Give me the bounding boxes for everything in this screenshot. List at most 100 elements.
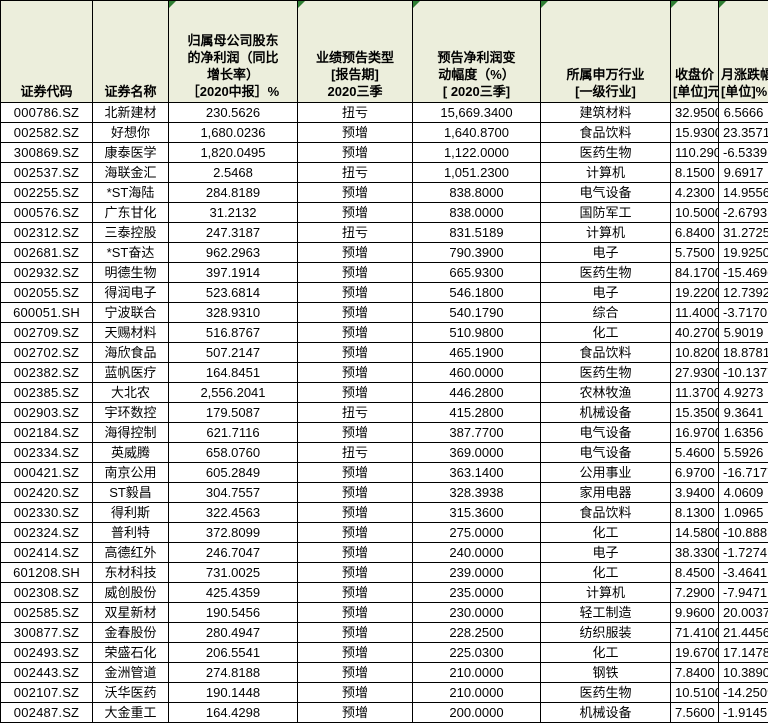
cell-profit[interactable]: 1,680.0236: [169, 123, 298, 143]
cell-code[interactable]: 002681.SZ: [1, 243, 93, 263]
cell-type[interactable]: 扭亏: [298, 443, 413, 463]
cell-name[interactable]: 天赐材料: [93, 323, 169, 343]
cell-code[interactable]: 000421.SZ: [1, 463, 93, 483]
cell-price[interactable]: 40.2700: [671, 323, 719, 343]
cell-industry[interactable]: 轻工制造: [541, 603, 671, 623]
cell-type[interactable]: 预增: [298, 243, 413, 263]
cell-monthly[interactable]: -10.8881: [719, 523, 768, 543]
cell-price[interactable]: 5.7500: [671, 243, 719, 263]
cell-monthly[interactable]: 6.5666: [719, 103, 768, 123]
cell-monthly[interactable]: -1.9145: [719, 703, 768, 723]
cell-type[interactable]: 预增: [298, 343, 413, 363]
cell-monthly[interactable]: -10.1377: [719, 363, 768, 383]
cell-type[interactable]: 预增: [298, 683, 413, 703]
cell-profit[interactable]: 1,820.0495: [169, 143, 298, 163]
cell-type[interactable]: 预增: [298, 303, 413, 323]
cell-type[interactable]: 预增: [298, 323, 413, 343]
cell-profit[interactable]: 523.6814: [169, 283, 298, 303]
cell-change[interactable]: 838.0000: [413, 203, 541, 223]
cell-change[interactable]: 240.0000: [413, 543, 541, 563]
cell-profit[interactable]: 274.8188: [169, 663, 298, 683]
cell-monthly[interactable]: 20.0037: [719, 603, 768, 623]
cell-price[interactable]: 6.8400: [671, 223, 719, 243]
cell-name[interactable]: *ST海陆: [93, 183, 169, 203]
cell-change[interactable]: 665.9300: [413, 263, 541, 283]
cell-code[interactable]: 601208.SH: [1, 563, 93, 583]
cell-name[interactable]: 海得控制: [93, 423, 169, 443]
cell-name[interactable]: 得润电子: [93, 283, 169, 303]
cell-industry[interactable]: 化工: [541, 323, 671, 343]
cell-type[interactable]: 预增: [298, 623, 413, 643]
cell-monthly[interactable]: -14.2509: [719, 683, 768, 703]
cell-profit[interactable]: 190.1448: [169, 683, 298, 703]
cell-monthly[interactable]: -15.4696: [719, 263, 768, 283]
cell-type[interactable]: 预增: [298, 123, 413, 143]
cell-monthly[interactable]: 31.2725: [719, 223, 768, 243]
cell-profit[interactable]: 2,556.2041: [169, 383, 298, 403]
cell-type[interactable]: 扭亏: [298, 103, 413, 123]
cell-industry[interactable]: 医药生物: [541, 363, 671, 383]
column-header-change[interactable]: 预告净利润变动幅度（%）[ 2020三季]: [413, 1, 541, 103]
cell-code[interactable]: 300877.SZ: [1, 623, 93, 643]
cell-code[interactable]: 002382.SZ: [1, 363, 93, 383]
cell-monthly[interactable]: 9.3641: [719, 403, 768, 423]
cell-price[interactable]: 10.5000: [671, 203, 719, 223]
cell-code[interactable]: 002582.SZ: [1, 123, 93, 143]
cell-name[interactable]: 高德红外: [93, 543, 169, 563]
cell-name[interactable]: 双星新材: [93, 603, 169, 623]
cell-type[interactable]: 预增: [298, 503, 413, 523]
cell-name[interactable]: 康泰医学: [93, 143, 169, 163]
cell-code[interactable]: 002585.SZ: [1, 603, 93, 623]
cell-industry[interactable]: 公用事业: [541, 463, 671, 483]
cell-monthly[interactable]: 1.0965: [719, 503, 768, 523]
cell-type[interactable]: 预增: [298, 543, 413, 563]
cell-name[interactable]: 宇环数控: [93, 403, 169, 423]
cell-name[interactable]: 沃华医药: [93, 683, 169, 703]
cell-monthly[interactable]: 17.1478: [719, 643, 768, 663]
cell-change[interactable]: 831.5189: [413, 223, 541, 243]
column-header-code[interactable]: 证券代码: [1, 1, 93, 103]
cell-type[interactable]: 预增: [298, 603, 413, 623]
cell-monthly[interactable]: -1.7274: [719, 543, 768, 563]
column-header-type[interactable]: 业绩预告类型[报告期]2020三季: [298, 1, 413, 103]
cell-industry[interactable]: 国防军工: [541, 203, 671, 223]
cell-code[interactable]: 002184.SZ: [1, 423, 93, 443]
column-header-name[interactable]: 证券名称: [93, 1, 169, 103]
cell-profit[interactable]: 425.4359: [169, 583, 298, 603]
cell-industry[interactable]: 食品饮料: [541, 503, 671, 523]
cell-change[interactable]: 415.2800: [413, 403, 541, 423]
cell-type[interactable]: 预增: [298, 203, 413, 223]
cell-code[interactable]: 002493.SZ: [1, 643, 93, 663]
cell-change[interactable]: 239.0000: [413, 563, 541, 583]
cell-code[interactable]: 002414.SZ: [1, 543, 93, 563]
cell-industry[interactable]: 机械设备: [541, 703, 671, 723]
cell-code[interactable]: 002385.SZ: [1, 383, 93, 403]
column-header-price[interactable]: 收盘价[单位]元: [671, 1, 719, 103]
cell-type[interactable]: 预增: [298, 483, 413, 503]
cell-industry[interactable]: 医药生物: [541, 683, 671, 703]
cell-name[interactable]: 得利斯: [93, 503, 169, 523]
cell-monthly[interactable]: 1.6356: [719, 423, 768, 443]
cell-name[interactable]: 明德生物: [93, 263, 169, 283]
cell-type[interactable]: 预增: [298, 703, 413, 723]
cell-type[interactable]: 预增: [298, 383, 413, 403]
cell-price[interactable]: 6.9700: [671, 463, 719, 483]
cell-name[interactable]: 北新建材: [93, 103, 169, 123]
cell-code[interactable]: 600051.SH: [1, 303, 93, 323]
